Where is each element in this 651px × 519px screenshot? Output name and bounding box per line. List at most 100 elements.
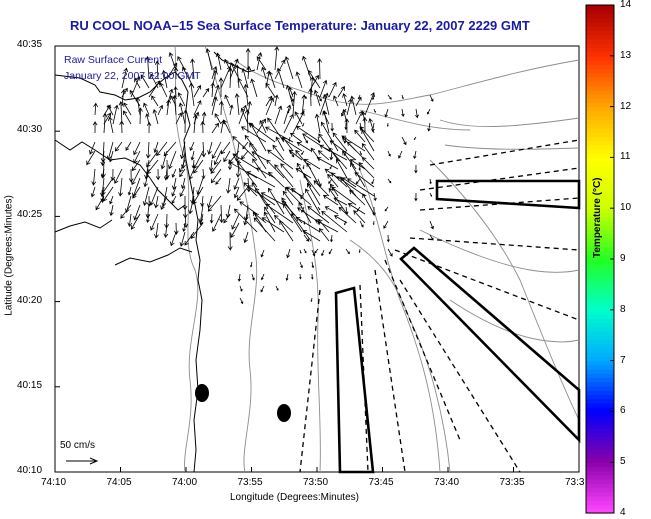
current-vector bbox=[268, 71, 276, 89]
current-vector bbox=[228, 67, 234, 89]
current-vector bbox=[328, 178, 333, 184]
current-vector bbox=[240, 126, 267, 143]
colorbar-swatch bbox=[586, 115, 614, 120]
current-vector bbox=[173, 86, 178, 98]
colorbar-swatch bbox=[586, 203, 614, 209]
colorbar-swatch bbox=[586, 457, 614, 463]
current-vector bbox=[329, 164, 333, 170]
y-tick-label: 40:30 bbox=[17, 124, 43, 136]
current-vector bbox=[149, 186, 159, 206]
current-vector bbox=[154, 222, 159, 239]
current-vector bbox=[205, 48, 213, 71]
current-vector bbox=[346, 178, 375, 197]
current-vector bbox=[295, 217, 321, 233]
colorbar-frame bbox=[585, 4, 615, 514]
current-vector bbox=[236, 160, 258, 188]
current-vector bbox=[361, 129, 375, 152]
current-vector bbox=[373, 192, 377, 202]
current-vector bbox=[146, 150, 159, 168]
current-vector bbox=[344, 118, 350, 134]
colorbar-swatch bbox=[586, 449, 614, 455]
current-vector bbox=[288, 149, 303, 161]
current-vector bbox=[250, 261, 253, 268]
current-vector bbox=[179, 186, 186, 197]
y-tick-label: 40:25 bbox=[17, 209, 43, 221]
x-tick-label: 74:00 bbox=[172, 477, 198, 488]
current-vector bbox=[182, 109, 188, 134]
current-vector bbox=[317, 220, 320, 226]
colorbar-swatch bbox=[586, 195, 614, 201]
current-vector bbox=[228, 161, 258, 179]
current-vector bbox=[240, 150, 249, 160]
current-vector bbox=[265, 97, 275, 116]
colorbar-swatch bbox=[586, 178, 614, 184]
current-vector bbox=[163, 141, 177, 157]
current-vector bbox=[145, 113, 150, 125]
colorbar-swatch bbox=[586, 411, 614, 417]
current-vector bbox=[329, 234, 334, 243]
current-vector bbox=[224, 94, 231, 107]
current-vector bbox=[372, 94, 375, 101]
current-vector bbox=[273, 214, 294, 233]
colorbar-swatch bbox=[586, 254, 614, 260]
colorbar-swatch bbox=[586, 26, 614, 31]
current-vector bbox=[301, 206, 305, 213]
x-tick-label: 74:10 bbox=[41, 477, 67, 488]
colorbar-swatch bbox=[586, 233, 614, 239]
colorbar-swatch bbox=[586, 34, 614, 40]
current-vector bbox=[259, 120, 267, 134]
current-vector bbox=[314, 248, 319, 254]
current-vector bbox=[287, 108, 291, 114]
current-vector bbox=[310, 74, 319, 89]
current-vector bbox=[321, 210, 348, 233]
colorbar-swatch bbox=[586, 267, 614, 273]
current-vector bbox=[241, 68, 249, 89]
current-vector bbox=[364, 92, 375, 116]
current-vector bbox=[303, 234, 310, 242]
current-vector bbox=[233, 208, 258, 233]
colorbar-tick-label: 13 bbox=[620, 49, 632, 61]
current-vector bbox=[86, 150, 96, 166]
colorbar-swatch bbox=[586, 496, 614, 501]
current-vector bbox=[401, 108, 405, 118]
current-vector bbox=[114, 168, 123, 184]
current-vector bbox=[302, 122, 305, 127]
current-vector bbox=[414, 164, 418, 174]
x-tick-label: 73:35 bbox=[499, 477, 525, 488]
colorbar-swatch bbox=[586, 424, 614, 429]
colorbar-swatch bbox=[586, 419, 614, 425]
current-vector bbox=[303, 220, 306, 225]
x-tick-label: 73:50 bbox=[303, 477, 329, 488]
legend: Raw Surface Current January 22, 2007 22:… bbox=[64, 52, 201, 84]
colorbar-swatch bbox=[586, 347, 614, 353]
y-tick-label: 40:10 bbox=[17, 465, 43, 476]
x-tick-label: 74:05 bbox=[106, 477, 132, 488]
current-vector bbox=[329, 150, 334, 161]
current-vector bbox=[343, 136, 347, 144]
current-vector bbox=[193, 150, 204, 169]
current-vector bbox=[317, 136, 321, 144]
colorbar-swatch bbox=[586, 314, 614, 319]
current-vector bbox=[343, 220, 347, 226]
current-vector bbox=[317, 94, 322, 102]
current-vector bbox=[91, 168, 97, 186]
current-vector bbox=[371, 122, 375, 133]
current-vector bbox=[152, 108, 159, 125]
plot-frame bbox=[54, 45, 580, 473]
current-vector bbox=[387, 178, 392, 184]
colorbar-swatch bbox=[586, 47, 614, 53]
current-vector bbox=[246, 171, 276, 188]
current-vector bbox=[317, 178, 322, 187]
colorbar-tick-label: 7 bbox=[620, 354, 626, 366]
current-vector bbox=[92, 121, 98, 134]
x-tick-label: 73:45 bbox=[368, 477, 394, 488]
current-vector bbox=[307, 206, 330, 224]
colorbar-swatch bbox=[586, 148, 614, 154]
current-vector bbox=[248, 122, 276, 143]
current-vector bbox=[303, 158, 321, 170]
colorbar-swatch bbox=[586, 436, 614, 442]
colorbar-swatch bbox=[586, 110, 614, 116]
current-vector bbox=[313, 180, 330, 197]
colorbar-swatch bbox=[586, 487, 614, 493]
current-vector bbox=[429, 94, 434, 102]
